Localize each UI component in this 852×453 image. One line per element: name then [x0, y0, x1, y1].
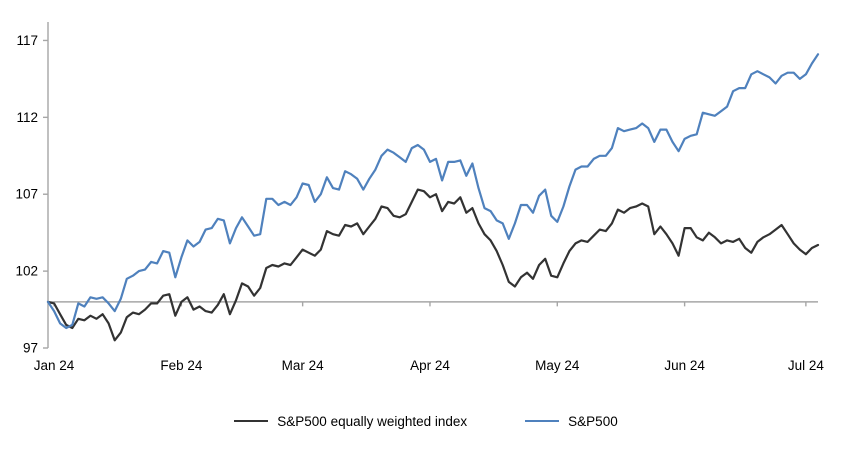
- x-axis-tick-label: Jan 24: [34, 358, 75, 373]
- legend-label-equal-weight: S&P500 equally weighted index: [277, 413, 468, 429]
- y-axis-tick-label: 117: [16, 33, 38, 48]
- y-axis-tick-label: 97: [23, 341, 38, 356]
- legend-line-swatch-sp500: [525, 420, 560, 422]
- x-axis-tick-label: Feb 24: [160, 358, 203, 373]
- x-axis-tick-label: Jun 24: [664, 358, 705, 373]
- x-axis-tick-label: Jul 24: [788, 358, 825, 373]
- chart-legend: S&P500 equally weighted index S&P500: [0, 408, 852, 434]
- x-axis-tick-label: Apr 24: [410, 358, 450, 373]
- x-axis-tick-label: Mar 24: [282, 358, 325, 373]
- legend-item-sp500: S&P500: [525, 414, 618, 429]
- line-sp500: [46, 53, 820, 330]
- x-axis-tick-label: May 24: [535, 358, 580, 373]
- legend-line-swatch-equal-weight: [234, 420, 269, 422]
- y-axis-tick-label: 112: [16, 110, 38, 125]
- line-sp500-equal-weight: [46, 188, 820, 342]
- y-axis-tick-label: 107: [15, 187, 38, 202]
- legend-label-sp500: S&P500: [568, 413, 618, 429]
- y-axis-tick-label: 102: [15, 264, 38, 279]
- legend-item-sp500-equal-weight: S&P500 equally weighted index: [234, 414, 467, 429]
